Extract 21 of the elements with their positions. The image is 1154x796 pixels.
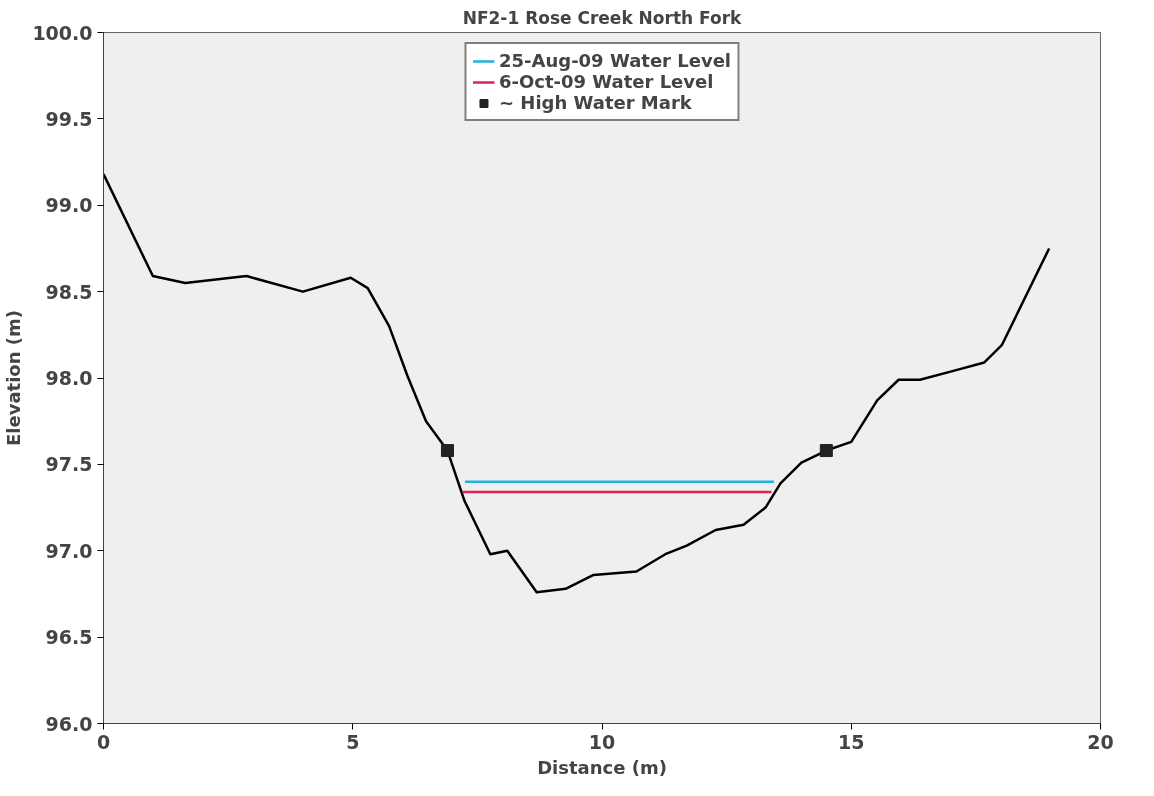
- legend-label: 25-Aug-09 Water Level: [498, 50, 732, 71]
- y-tick-label: 96.5: [45, 626, 93, 649]
- y-tick-label: 97.0: [45, 539, 93, 562]
- x-tick-label: 5: [346, 730, 360, 753]
- y-tick-label: 98.5: [45, 280, 93, 303]
- legend-label: 6-Oct-09 Water Level: [498, 71, 714, 92]
- x-tick-label: 10: [588, 730, 616, 753]
- y-tick-label: 100.0: [32, 21, 93, 44]
- x-tick-label: 20: [1087, 730, 1114, 753]
- y-tick-label: 96.0: [45, 712, 93, 735]
- y-axis-title: Elevation (m): [3, 310, 25, 446]
- x-axis-title: Distance (m): [537, 756, 667, 778]
- line-series: [103, 172, 1051, 594]
- y-tick-label: 98.0: [45, 367, 93, 389]
- y-tick-label: 99.0: [45, 194, 93, 217]
- legend-label: ~ High Water Mark: [498, 92, 692, 113]
- y-tick-label: 97.5: [45, 453, 93, 476]
- x-tick-label: 0: [96, 730, 111, 753]
- chart-title: NF2-1 Rose Creek North Fork: [462, 7, 743, 28]
- x-tick-label: 15: [838, 730, 865, 753]
- y-tick-label: 99.5: [45, 107, 93, 130]
